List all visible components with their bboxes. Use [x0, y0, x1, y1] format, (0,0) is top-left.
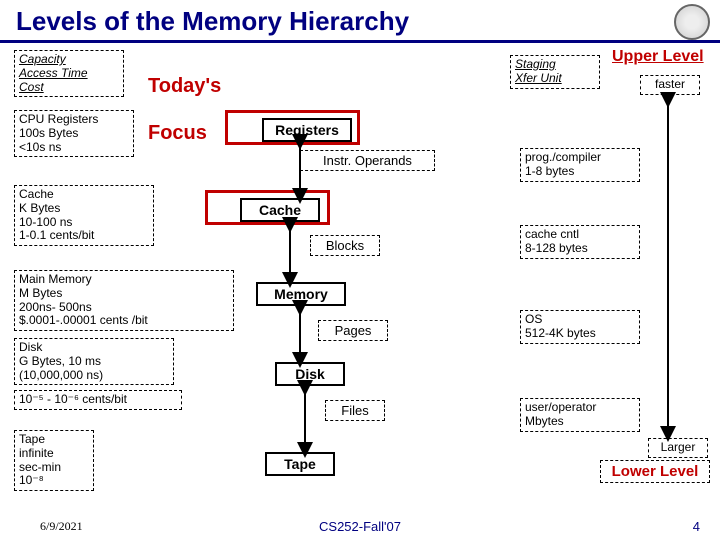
mgmt-cache-l2: 8-128 bytes — [525, 242, 635, 256]
level-memory: Memory — [256, 282, 346, 306]
xfer-instr: Instr. Operands — [300, 150, 435, 171]
level-tape: Tape — [265, 452, 335, 476]
mgmt-user: user/operator Mbytes — [520, 398, 640, 432]
faster-box: faster — [640, 75, 700, 95]
mgmt-cache-l1: cache cntl — [525, 228, 635, 242]
focus-registers-box — [225, 110, 360, 145]
mgmt-os-l1: OS — [525, 313, 635, 327]
page-title: Levels of the Memory Hierarchy — [16, 6, 409, 37]
mgmt-user-l2: Mbytes — [525, 415, 635, 429]
cpu-l2: 100s Bytes — [19, 127, 129, 141]
mm-l2: M Bytes — [19, 287, 229, 301]
legend-cost: Cost — [19, 81, 119, 95]
xfer-pages: Pages — [318, 320, 388, 341]
footer-page: 4 — [693, 519, 700, 534]
disk-l1: Disk — [19, 341, 169, 355]
mm-l1: Main Memory — [19, 273, 229, 287]
mm-l4: $.0001-.00001 cents /bit — [19, 314, 229, 328]
staging-l2: Xfer Unit — [515, 72, 595, 86]
mgmt-os-l2: 512-4K bytes — [525, 327, 635, 341]
staging-l1: Staging — [515, 58, 595, 72]
cpu-reg-box: CPU Registers 100s Bytes <10s ns — [14, 110, 134, 157]
disk-desc-box: Disk G Bytes, 10 ms (10,000,000 ns) — [14, 338, 174, 385]
mgmt-cache: cache cntl 8-128 bytes — [520, 225, 640, 259]
mgmt-user-l1: user/operator — [525, 401, 635, 415]
disk-l3: (10,000,000 ns) — [19, 369, 169, 383]
lower-level-label: Lower Level — [600, 460, 710, 483]
title-underline — [0, 40, 720, 43]
seal-icon — [674, 4, 710, 40]
disk-cost-box: 10⁻⁵ - 10⁻⁶ cents/bit — [14, 390, 182, 410]
legend-capacity: Capacity — [19, 53, 119, 67]
cache-l3: 10-100 ns — [19, 216, 149, 230]
mm-l3: 200ns- 500ns — [19, 301, 229, 315]
footer-center: CS252-Fall'07 — [319, 519, 401, 534]
tape-desc-box: Tape infinite sec-min 10⁻⁸ — [14, 430, 94, 491]
level-disk: Disk — [275, 362, 345, 386]
staging-box: Staging Xfer Unit — [510, 55, 600, 89]
xfer-blocks: Blocks — [310, 235, 380, 256]
xfer-files: Files — [325, 400, 385, 421]
cache-l4: 1-0.1 cents/bit — [19, 229, 149, 243]
upper-level-label: Upper Level — [612, 48, 704, 66]
tape-l3: sec-min — [19, 461, 89, 475]
mgmt-prog: prog./compiler 1-8 bytes — [520, 148, 640, 182]
tape-l4: 10⁻⁸ — [19, 474, 89, 488]
legend-access: Access Time — [19, 67, 119, 81]
tape-l1: Tape — [19, 433, 89, 447]
cache-l1: Cache — [19, 188, 149, 202]
tape-l2: infinite — [19, 447, 89, 461]
legend-box: Capacity Access Time Cost — [14, 50, 124, 97]
mgmt-os: OS 512-4K bytes — [520, 310, 640, 344]
cache-desc-box: Cache K Bytes 10-100 ns 1-0.1 cents/bit — [14, 185, 154, 246]
main-mem-box: Main Memory M Bytes 200ns- 500ns $.0001-… — [14, 270, 234, 331]
focus-label: Focus — [148, 122, 207, 145]
disk-l2: G Bytes, 10 ms — [19, 355, 169, 369]
cache-l2: K Bytes — [19, 202, 149, 216]
cpu-l1: CPU Registers — [19, 113, 129, 127]
todays-label: Today's — [148, 75, 221, 98]
larger-box: Larger — [648, 438, 708, 458]
footer-date: 6/9/2021 — [40, 519, 83, 534]
cpu-l3: <10s ns — [19, 141, 129, 155]
mgmt-prog-l2: 1-8 bytes — [525, 165, 635, 179]
mgmt-prog-l1: prog./compiler — [525, 151, 635, 165]
focus-cache-box — [205, 190, 330, 225]
